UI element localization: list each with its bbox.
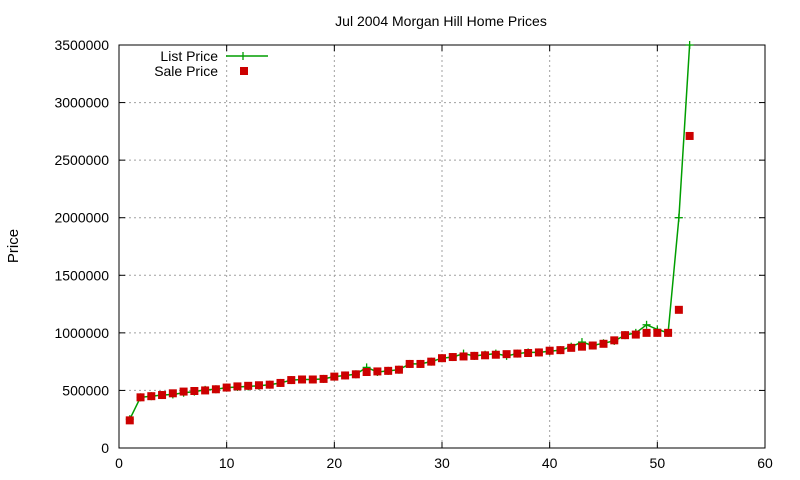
- sale-price-point: [513, 349, 522, 358]
- sale-price-point: [211, 385, 220, 394]
- sale-price-point: [308, 375, 317, 384]
- sale-price-point: [664, 328, 673, 337]
- sale-price-point: [222, 383, 231, 392]
- sale-price-point: [653, 328, 662, 337]
- sale-price-point: [685, 131, 694, 140]
- legend-label-list-price: List Price: [160, 48, 218, 64]
- y-tick-label: 3000000: [54, 95, 109, 111]
- plot-border: [118, 44, 766, 449]
- sale-price-point: [438, 354, 446, 363]
- sale-price-point: [351, 370, 360, 379]
- grid-lines: [119, 45, 765, 448]
- sale-price-point: [481, 351, 490, 360]
- sale-price-point: [287, 376, 296, 385]
- sale-price-point: [416, 359, 425, 368]
- sale-price-point: [588, 341, 597, 350]
- sale-price-point: [384, 366, 393, 375]
- sale-price-point: [631, 330, 640, 339]
- sale-price-point: [298, 375, 307, 384]
- sale-price-point: [168, 389, 177, 398]
- sale-price-point: [599, 339, 608, 348]
- list-price-point: [685, 41, 694, 49]
- sale-price-point: [233, 382, 242, 391]
- sale-price-point: [577, 342, 586, 351]
- sale-price-point: [136, 393, 145, 402]
- sale-price-point: [534, 348, 543, 357]
- x-tick-label: 0: [115, 455, 123, 471]
- sale-price-point: [341, 371, 350, 380]
- x-tick-label: 60: [757, 455, 773, 471]
- sale-price-point: [244, 381, 253, 390]
- sale-price-point: [491, 350, 500, 359]
- legend-label-sale-price: Sale Price: [154, 63, 218, 79]
- list-price-point: [674, 213, 683, 222]
- sale-price-point: [179, 387, 188, 396]
- sale-price-point: [470, 351, 479, 360]
- x-tick-label: 20: [327, 455, 343, 471]
- sale-price-point: [265, 380, 274, 389]
- sale-price-point: [394, 365, 403, 374]
- sale-price-point: [190, 387, 199, 396]
- list-price-point: [642, 320, 651, 329]
- sale-price-point: [459, 352, 468, 361]
- y-axis-label: Price: [5, 229, 22, 263]
- sale-price-point: [567, 343, 576, 352]
- x-tick-label: 40: [542, 455, 558, 471]
- sale-price-point: [319, 374, 328, 383]
- axis-ticks: 0 10 20 30 40 50 60 0 500000 1000000 1500000 200000…: [54, 37, 773, 471]
- y-tick-label: 3500000: [54, 37, 109, 53]
- sale-price-point: [427, 357, 436, 366]
- sale-price-point: [330, 372, 339, 381]
- y-tick-label: 2500000: [54, 152, 109, 168]
- sale-price-point: [373, 367, 382, 376]
- sale-price-point: [524, 349, 533, 358]
- sale-price-point: [642, 328, 651, 337]
- x-tick-label: 50: [650, 455, 666, 471]
- series-layer: [125, 41, 694, 425]
- sale-price-point: [276, 378, 285, 387]
- sale-price-point: [405, 359, 414, 368]
- sale-price-point: [254, 381, 263, 390]
- sale-price-point: [621, 331, 630, 340]
- sale-price-point: [610, 336, 619, 345]
- sale-price-point: [502, 350, 511, 359]
- sale-price-point: [147, 392, 156, 401]
- sale-price-point: [201, 386, 210, 395]
- sale-price-point: [362, 368, 371, 377]
- y-tick-label: 2000000: [54, 210, 109, 226]
- sale-price-point: [448, 353, 457, 362]
- y-tick-label: 1500000: [54, 267, 109, 283]
- chart-title: Jul 2004 Morgan Hill Home Prices: [335, 13, 547, 29]
- legend-marker-sale-price: [240, 67, 248, 75]
- y-tick-label: 0: [101, 440, 109, 456]
- sale-price-point: [545, 346, 554, 355]
- sale-price-point: [158, 391, 167, 400]
- sale-price-point: [674, 305, 683, 314]
- y-tick-label: 1000000: [54, 325, 109, 341]
- y-tick-label: 500000: [62, 382, 109, 398]
- x-tick-label: 30: [434, 455, 450, 471]
- sale-price-point: [125, 416, 134, 425]
- x-tick-label: 10: [219, 455, 235, 471]
- sale-price-point: [556, 346, 565, 355]
